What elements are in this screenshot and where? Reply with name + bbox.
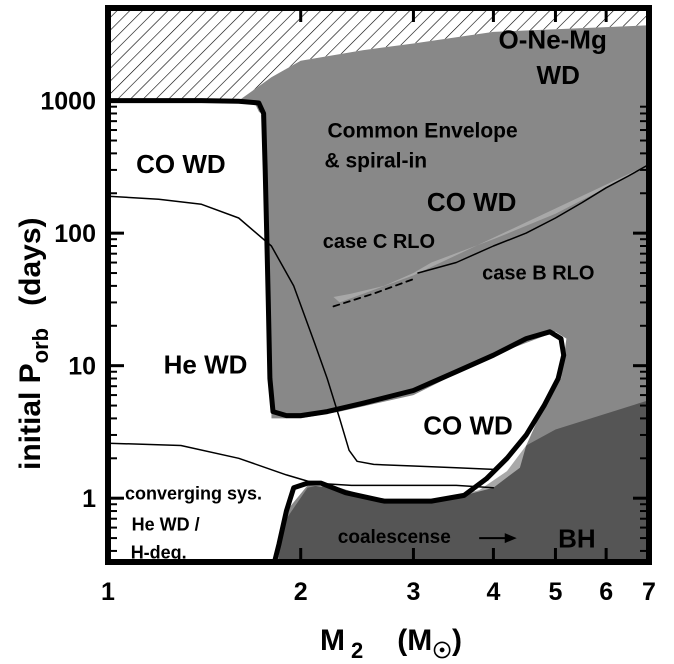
sun-symbol-icon: ☉ [432,638,452,663]
thin-boundary-upper [108,195,495,471]
y-tick-label-10: 10 [68,353,96,381]
y-axis-label: initial Porb(days) [14,218,53,471]
x-tick-label-5: 5 [549,578,563,606]
x-tick-label-3: 3 [406,578,420,606]
y-tick-label-1: 1 [82,485,96,513]
annotation-9: CO WD [423,411,513,441]
annotation-5: CO WD [427,187,517,217]
y-tick-label-100: 100 [54,220,96,248]
regions-layer [108,8,649,562]
coalescence-region [277,400,649,562]
annotation-13: coalescense [338,527,451,548]
white-region-boundary [108,98,567,562]
thin-boundary-lower [108,442,495,489]
x-tick-label-4: 4 [486,578,500,606]
annotation-3: & spiral-in [324,149,427,172]
hatched-region [108,8,649,101]
case-c-dashed [332,278,415,308]
y-tick-label-1000: 1000 [40,88,96,116]
annotation-6: case C RLO [323,231,435,253]
x-tick-label-2: 2 [294,578,308,606]
annotation-2: Common Envelope [327,120,517,143]
annotation-4: CO WD [136,149,226,179]
annotation-7: case B RLO [482,262,594,284]
annotation-0: O-Ne-Mg [499,24,607,54]
low-mass-white-region [108,100,567,562]
annotation-14: BH [558,523,596,553]
annotation-8: He WD [164,350,248,380]
curves-layer [108,98,649,562]
case-b-boundary [417,163,649,274]
annotation-12: H-deg. [131,543,187,563]
ticks-layer: 1 2 3 4 5 6 7 1 10 100 1000 [40,8,656,606]
x-tick-label-7: 7 [642,578,656,606]
coalescence-arrowhead [504,533,517,544]
x-tick-label-6: 6 [599,578,613,606]
annotation-1: WD [537,60,580,90]
annotation-10: converging sys. [125,484,262,504]
x-axis-label: M 2 (M☉) [320,624,462,663]
x-tick-label-1: 1 [101,578,115,606]
annotation-11: He WD / [132,514,200,534]
